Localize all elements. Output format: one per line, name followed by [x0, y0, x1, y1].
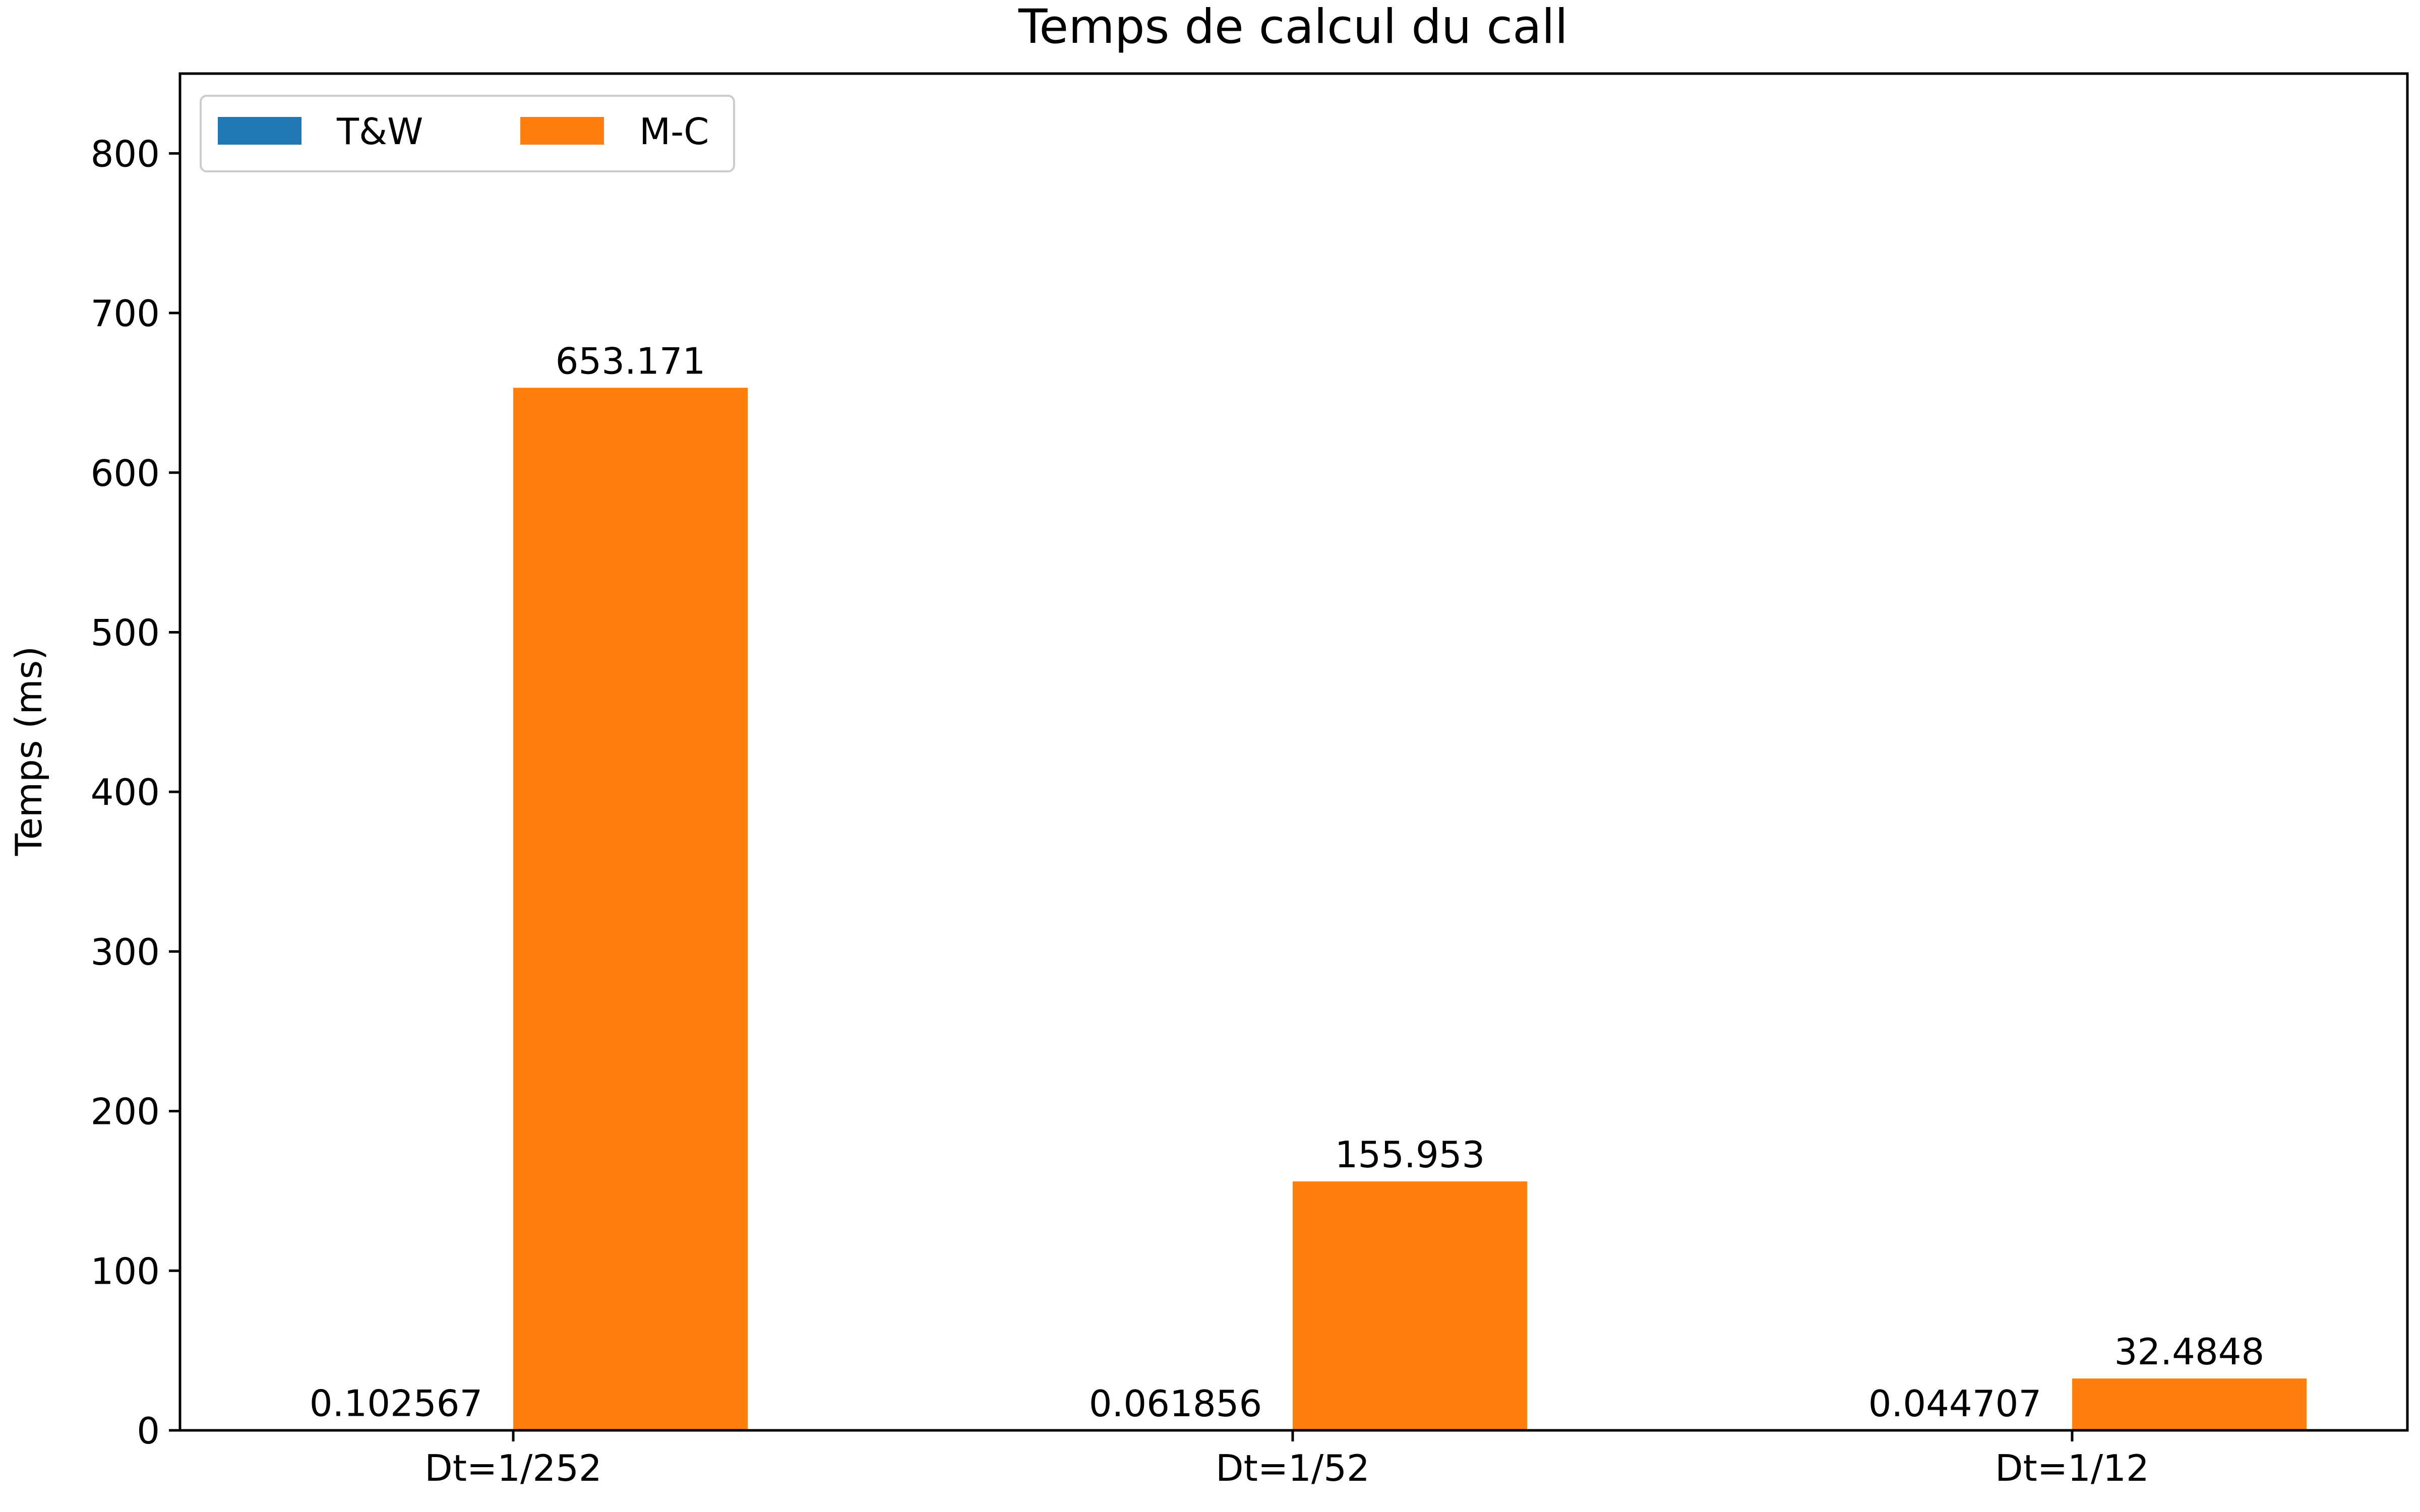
y-axis-label: Temps (ms) [8, 646, 50, 856]
y-tick-label: 400 [91, 771, 160, 813]
y-tick-label: 100 [91, 1250, 160, 1292]
y-axis-ticks: 0 100 200 300 400 500 600 700 800 [91, 133, 180, 1452]
legend-swatch [520, 117, 604, 145]
plot-frame [178, 72, 2409, 1432]
y-tick-label: 0 [137, 1410, 160, 1452]
x-axis-ticks: Dt=1/252 Dt=1/52 Dt=1/12 [425, 1430, 2149, 1489]
bar-value-label: 0.102567 [310, 1382, 483, 1425]
y-tick-label: 600 [91, 452, 160, 494]
bar-m-c [1293, 1181, 1527, 1430]
x-tick-label: Dt=1/12 [1995, 1447, 2149, 1489]
legend-box [200, 95, 735, 172]
y-tick-label: 700 [91, 292, 160, 335]
plot-area: 0 100 200 300 400 500 600 700 800 0.102567 0.0618… [91, 72, 2409, 1489]
bar-value-label: 0.044707 [1868, 1382, 2042, 1425]
y-tick-label: 200 [91, 1091, 160, 1133]
legend-swatch [218, 117, 301, 145]
bar-value-label: 653.171 [556, 340, 706, 382]
bar-m-c [513, 388, 748, 1430]
bar-value-label: 32.4848 [2114, 1331, 2265, 1373]
legend: T&W M-C [200, 95, 735, 172]
x-tick-label: Dt=1/252 [425, 1447, 602, 1489]
y-tick-label: 800 [91, 133, 160, 175]
bar-m-c [2072, 1378, 2307, 1430]
bar-value-label: 0.061856 [1089, 1382, 1262, 1425]
x-tick-label: Dt=1/52 [1216, 1447, 1370, 1489]
y-tick-label: 300 [91, 931, 160, 973]
legend-label: M-C [639, 110, 709, 153]
legend-label: T&W [336, 110, 423, 153]
chart-title: Temps de calcul du call [1018, 0, 1568, 54]
bar-value-label: 155.953 [1335, 1133, 1485, 1176]
bars: 0.102567 0.061856 0.044707 653.171 155.953 32… [279, 340, 2307, 1430]
y-tick-label: 500 [91, 611, 160, 654]
